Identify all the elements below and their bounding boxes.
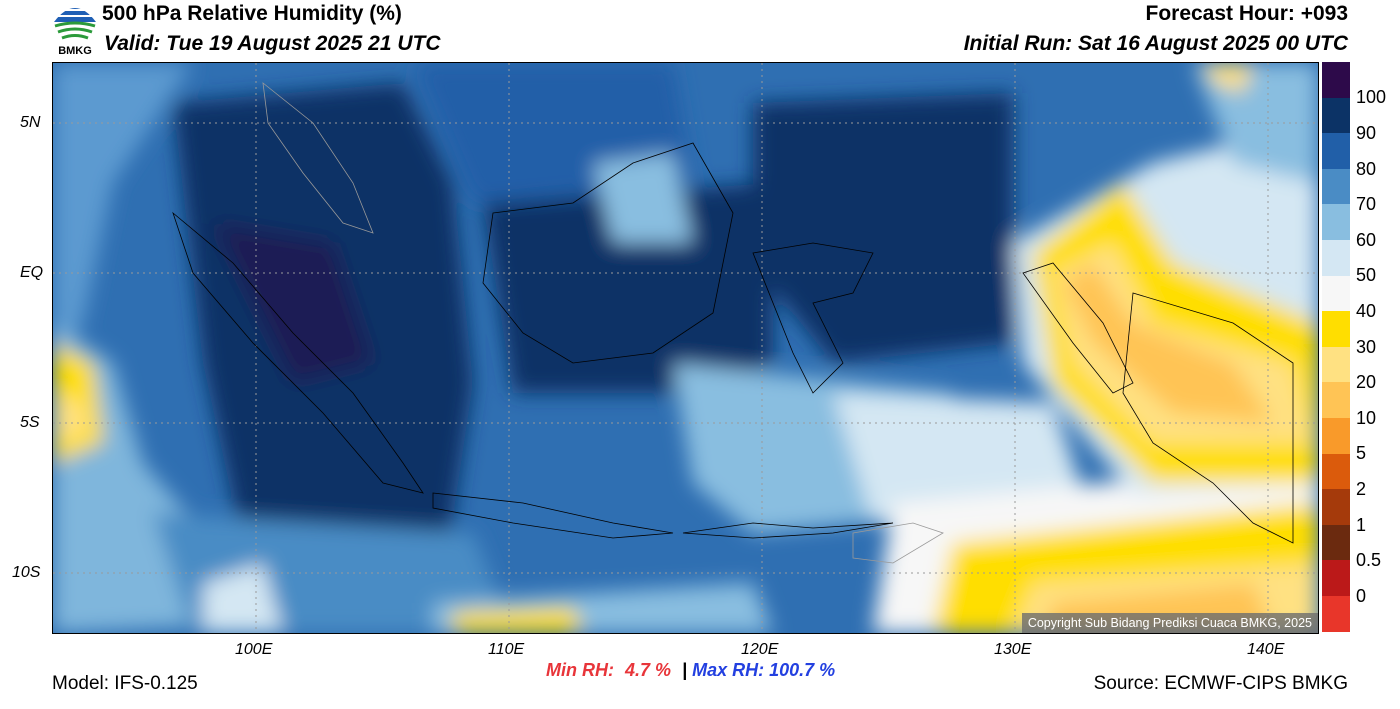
chart-title: 500 hPa Relative Humidity (%)	[102, 2, 402, 25]
min-rh-label: Min RH:	[546, 660, 614, 680]
copyright-note: Copyright Sub Bidang Prediksi Cuaca BMKG…	[1021, 613, 1318, 633]
rh-separator: |	[682, 660, 688, 680]
colorbar-label: 0	[1356, 586, 1367, 606]
colorbar-band-14	[1322, 524, 1350, 561]
valid-time: Valid: Tue 19 August 2025 21 UTC	[104, 32, 441, 55]
rh-extremes: Min RH: 4.7 % | Max RH: 100.7 %	[546, 660, 835, 681]
colorbar-label: 100	[1356, 87, 1387, 107]
model-label: Model: IFS-0.125	[52, 673, 198, 694]
logo-text: BMKG	[58, 45, 92, 57]
bmkg-logo-emblem	[54, 8, 96, 40]
colorbar-band-11	[1322, 417, 1350, 454]
colorbar-label: 80	[1356, 159, 1377, 179]
lon-tick-120e: 120E	[741, 641, 779, 658]
colorbar-band-8	[1322, 311, 1350, 347]
lon-tick-100e: 100E	[235, 641, 273, 658]
lon-tick-140e: 140E	[1247, 641, 1285, 658]
humidity-field	[53, 63, 1318, 633]
colorbar-band-3	[1322, 133, 1350, 169]
forecast-hour: Forecast Hour: +093	[1145, 2, 1349, 25]
colorbar-label: 30	[1356, 337, 1377, 357]
colorbar-label: 70	[1356, 194, 1377, 214]
source-label: Source: ECMWF-CIPS BMKG	[1093, 673, 1348, 694]
colorbar-label: 1	[1356, 515, 1367, 535]
map-panel: Copyright Sub Bidang Prediksi Cuaca BMKG…	[52, 62, 1319, 634]
lat-tick-10s: 10S	[12, 564, 41, 581]
max-rh-value: 100.7 %	[769, 660, 836, 680]
colorbar-band-7	[1322, 275, 1350, 312]
colorbar-band-4	[1322, 168, 1350, 205]
colorbar-band-16	[1322, 595, 1350, 632]
colorbar-label: 2	[1356, 479, 1367, 499]
lat-tick-eq: EQ	[20, 264, 44, 281]
colorbar-band-10	[1322, 382, 1350, 418]
colorbar-label: 60	[1356, 230, 1377, 250]
colorbar-band-13	[1322, 489, 1350, 525]
lon-tick-110e: 110E	[488, 641, 525, 658]
colorbar-label: 40	[1356, 301, 1377, 321]
colorbar-label: 20	[1356, 372, 1377, 392]
colorbar-band-5	[1322, 204, 1350, 240]
colorbar-band-9	[1322, 346, 1350, 383]
colorbar-label: 10	[1356, 408, 1377, 428]
colorbar-band-12	[1322, 453, 1350, 490]
colorbar-band-2	[1322, 97, 1350, 134]
initial-run: Initial Run: Sat 16 August 2025 00 UTC	[963, 32, 1348, 55]
colorbar	[1322, 62, 1350, 632]
coastlines	[172, 82, 1294, 564]
lon-tick-130e: 130E	[994, 641, 1032, 658]
colorbar-label: 0.5	[1356, 550, 1382, 570]
colorbar-label: 50	[1356, 265, 1377, 285]
lat-tick-5s: 5S	[20, 414, 40, 431]
colorbar-band-15	[1322, 560, 1350, 596]
lat-tick-5n: 5N	[20, 114, 41, 131]
min-rh-value: 4.7 %	[625, 660, 672, 680]
colorbar-band-6	[1322, 239, 1350, 276]
colorbar-label: 5	[1356, 443, 1367, 463]
graticule	[53, 63, 1318, 633]
max-rh-label: Max RH:	[692, 660, 765, 680]
bmkg-logo: BMKG	[52, 0, 98, 60]
colorbar-label: 90	[1356, 123, 1377, 143]
colorbar-band-1	[1322, 62, 1350, 98]
